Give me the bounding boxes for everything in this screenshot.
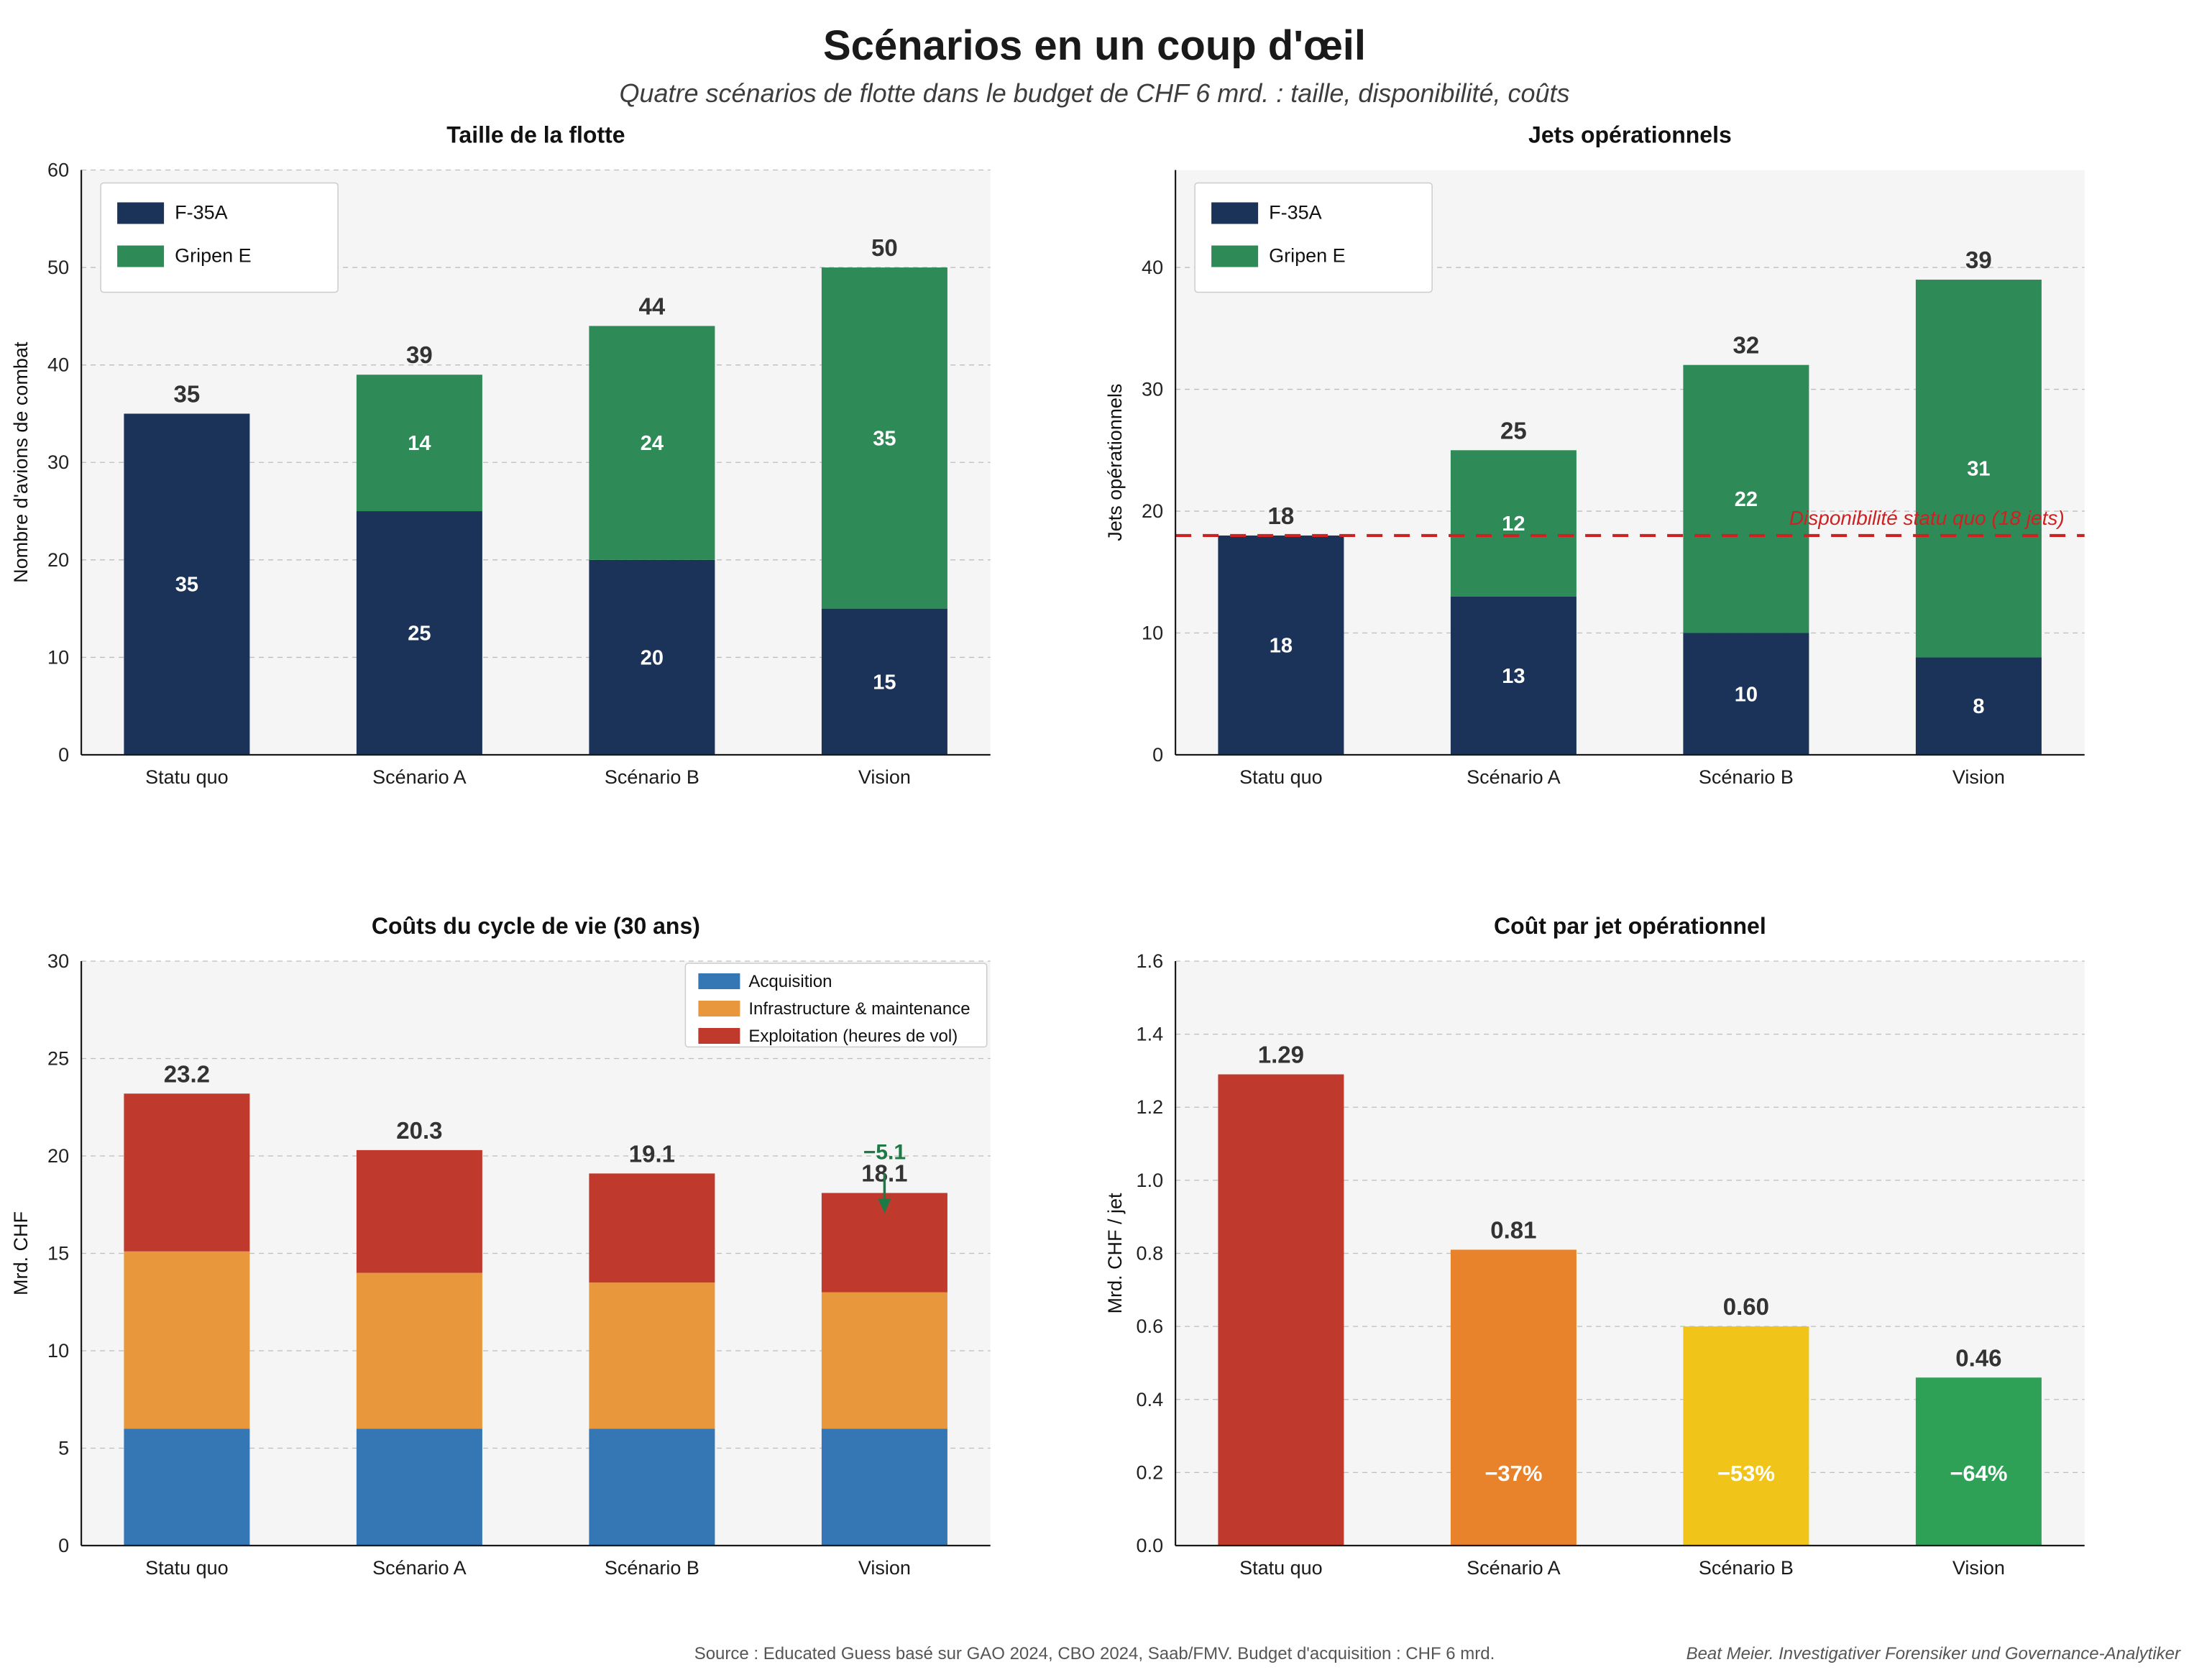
- svg-text:25: 25: [408, 623, 431, 646]
- svg-text:30: 30: [1142, 379, 1163, 400]
- svg-text:31: 31: [1967, 458, 1990, 481]
- svg-text:Disponibilité statu quo (18 je: Disponibilité statu quo (18 jets): [1789, 507, 2065, 529]
- svg-text:18: 18: [1268, 502, 1295, 529]
- svg-text:10: 10: [1735, 683, 1758, 706]
- svg-text:Scénario B: Scénario B: [1699, 1557, 1794, 1579]
- svg-text:22: 22: [1735, 488, 1758, 511]
- svg-text:1.29: 1.29: [1258, 1042, 1304, 1068]
- svg-text:30: 30: [47, 451, 69, 473]
- svg-text:Scénario A: Scénario A: [372, 766, 467, 788]
- svg-text:23.2: 23.2: [164, 1060, 210, 1087]
- svg-text:Gripen E: Gripen E: [175, 245, 252, 267]
- svg-text:0.6: 0.6: [1137, 1316, 1164, 1337]
- svg-text:20.3: 20.3: [396, 1117, 442, 1144]
- svg-text:Vision: Vision: [1952, 1557, 2005, 1579]
- svg-text:50: 50: [871, 234, 898, 261]
- svg-text:18: 18: [1270, 635, 1293, 658]
- svg-text:12: 12: [1502, 513, 1525, 536]
- svg-text:Mrd. CHF / jet: Mrd. CHF / jet: [1104, 1193, 1126, 1314]
- svg-text:15: 15: [873, 671, 896, 694]
- svg-text:50: 50: [47, 257, 69, 278]
- svg-text:13: 13: [1502, 665, 1525, 688]
- svg-text:Gripen E: Gripen E: [1269, 245, 1346, 267]
- svg-text:Statu quo: Statu quo: [1239, 766, 1323, 788]
- svg-text:35: 35: [175, 574, 198, 597]
- svg-text:60: 60: [47, 160, 69, 181]
- svg-text:0.4: 0.4: [1137, 1389, 1164, 1410]
- svg-text:20: 20: [641, 646, 664, 669]
- svg-text:Mrd. CHF: Mrd. CHF: [10, 1211, 32, 1295]
- svg-text:10: 10: [47, 1340, 69, 1362]
- svg-text:1.4: 1.4: [1137, 1024, 1164, 1045]
- svg-text:Scénario B: Scénario B: [1699, 766, 1794, 788]
- svg-text:0.8: 0.8: [1137, 1243, 1164, 1264]
- svg-text:35: 35: [873, 427, 896, 450]
- svg-text:39: 39: [1965, 247, 1992, 273]
- svg-text:Exploitation (heures de vol): Exploitation (heures de vol): [748, 1027, 958, 1046]
- svg-text:Statu quo: Statu quo: [145, 766, 229, 788]
- svg-text:20: 20: [47, 549, 69, 571]
- svg-text:44: 44: [639, 293, 666, 319]
- svg-text:Statu quo: Statu quo: [1239, 1557, 1323, 1579]
- svg-text:30: 30: [47, 950, 69, 972]
- svg-text:1.0: 1.0: [1137, 1170, 1164, 1191]
- svg-text:Vision: Vision: [1952, 766, 2005, 788]
- svg-text:0: 0: [58, 1535, 69, 1556]
- svg-text:10: 10: [1142, 623, 1163, 644]
- svg-text:20: 20: [1142, 500, 1163, 522]
- svg-text:39: 39: [406, 341, 433, 368]
- svg-text:Jets opérationnels: Jets opérationnels: [1104, 384, 1126, 541]
- svg-text:Jets opérationnels: Jets opérationnels: [1528, 122, 1732, 148]
- svg-text:−37%: −37%: [1484, 1461, 1542, 1486]
- svg-text:Infrastructure & maintenance: Infrastructure & maintenance: [748, 999, 970, 1019]
- svg-text:0: 0: [58, 744, 69, 766]
- svg-text:32: 32: [1733, 332, 1760, 359]
- svg-text:0.60: 0.60: [1723, 1293, 1769, 1320]
- svg-text:1.6: 1.6: [1137, 950, 1164, 972]
- svg-text:20: 20: [47, 1145, 69, 1167]
- svg-text:Scénario A: Scénario A: [1467, 1557, 1561, 1579]
- svg-text:−64%: −64%: [1950, 1461, 2007, 1486]
- svg-text:0.2: 0.2: [1137, 1461, 1164, 1483]
- svg-text:0.46: 0.46: [1955, 1344, 2001, 1371]
- svg-text:−53%: −53%: [1717, 1461, 1775, 1486]
- svg-text:F-35A: F-35A: [175, 202, 228, 224]
- svg-text:F-35A: F-35A: [1269, 202, 1322, 224]
- svg-text:40: 40: [47, 354, 69, 376]
- svg-text:35: 35: [174, 381, 201, 408]
- svg-text:10: 10: [47, 646, 69, 668]
- svg-text:Scénario B: Scénario B: [605, 766, 699, 788]
- svg-text:8: 8: [1973, 695, 1984, 718]
- svg-text:5: 5: [58, 1438, 69, 1459]
- svg-text:0: 0: [1152, 744, 1163, 766]
- svg-text:25: 25: [1500, 417, 1527, 444]
- svg-text:40: 40: [1142, 257, 1163, 278]
- svg-text:Scénario A: Scénario A: [1467, 766, 1561, 788]
- svg-text:1.2: 1.2: [1137, 1096, 1164, 1118]
- svg-text:0.81: 0.81: [1490, 1216, 1536, 1243]
- svg-text:Scénario B: Scénario B: [605, 1557, 699, 1579]
- svg-text:Vision: Vision: [858, 766, 911, 788]
- svg-text:19.1: 19.1: [629, 1140, 675, 1167]
- svg-text:15: 15: [47, 1243, 69, 1264]
- svg-text:0.0: 0.0: [1137, 1535, 1164, 1556]
- svg-text:14: 14: [408, 432, 431, 455]
- svg-text:Nombre d'avions de combat: Nombre d'avions de combat: [10, 341, 32, 583]
- svg-text:Taille de la flotte: Taille de la flotte: [446, 122, 625, 148]
- svg-text:Acquisition: Acquisition: [748, 972, 832, 991]
- svg-text:−5.1: −5.1: [863, 1140, 906, 1164]
- svg-text:Scénario A: Scénario A: [372, 1557, 467, 1579]
- svg-text:24: 24: [641, 432, 664, 455]
- svg-text:Coûts du cycle de vie (30 ans): Coûts du cycle de vie (30 ans): [372, 913, 700, 939]
- svg-text:Statu quo: Statu quo: [145, 1557, 229, 1579]
- svg-text:25: 25: [47, 1048, 69, 1070]
- svg-text:Vision: Vision: [858, 1557, 911, 1579]
- svg-text:Coût par jet opérationnel: Coût par jet opérationnel: [1494, 913, 1766, 939]
